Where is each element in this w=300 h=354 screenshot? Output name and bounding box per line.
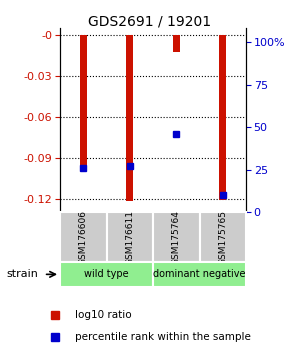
Bar bbox=[200, 212, 246, 262]
Bar bbox=[153, 262, 246, 287]
Text: strain: strain bbox=[6, 269, 38, 279]
Bar bbox=[173, 35, 180, 51]
Bar bbox=[153, 212, 200, 262]
Bar bbox=[60, 212, 106, 262]
Bar bbox=[126, 35, 133, 201]
Text: GSM176606: GSM176606 bbox=[79, 210, 88, 265]
Text: wild type: wild type bbox=[84, 269, 129, 279]
Text: GSM175765: GSM175765 bbox=[218, 210, 227, 265]
Bar bbox=[219, 35, 226, 200]
Bar bbox=[80, 35, 87, 171]
Text: log10 ratio: log10 ratio bbox=[74, 310, 131, 320]
Bar bbox=[106, 212, 153, 262]
Text: GSM176611: GSM176611 bbox=[125, 210, 134, 265]
Text: GDS2691 / 19201: GDS2691 / 19201 bbox=[88, 14, 212, 28]
Text: dominant negative: dominant negative bbox=[153, 269, 246, 279]
Text: percentile rank within the sample: percentile rank within the sample bbox=[74, 332, 250, 342]
Bar bbox=[60, 262, 153, 287]
Text: GSM175764: GSM175764 bbox=[172, 210, 181, 265]
